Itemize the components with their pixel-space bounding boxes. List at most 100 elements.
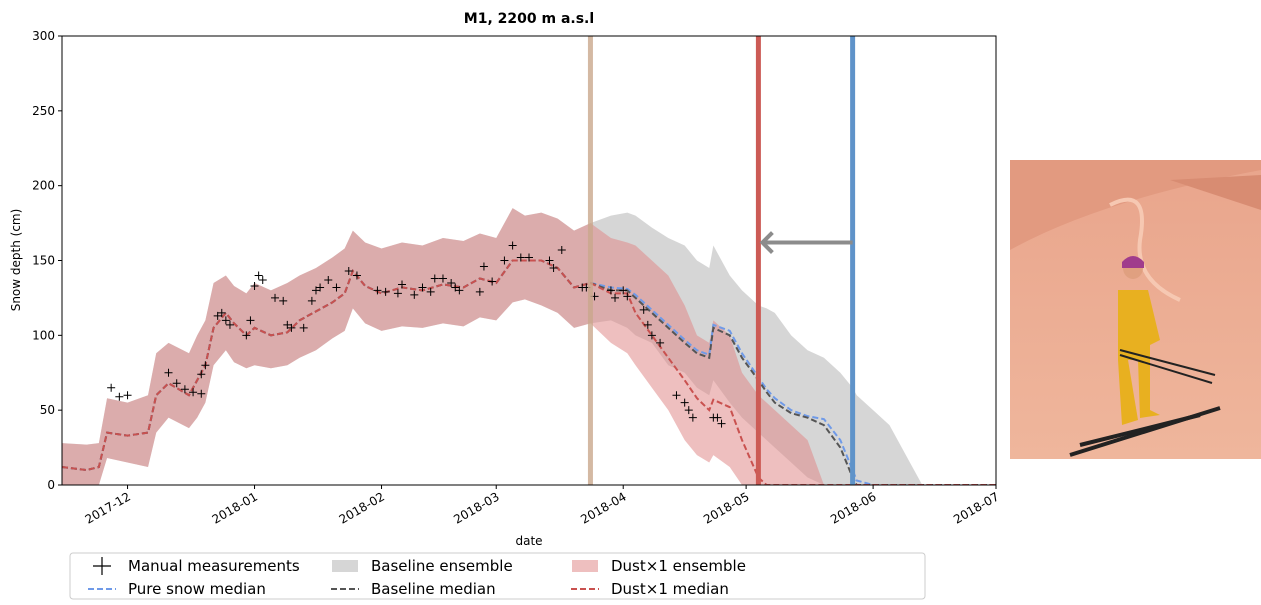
- measurement-marker: [611, 293, 620, 302]
- measurement-marker: [107, 383, 116, 392]
- measurement-marker: [283, 320, 292, 329]
- measurement-marker: [254, 271, 263, 280]
- y-tick-label: 0: [47, 478, 55, 492]
- measurement-marker: [352, 271, 361, 280]
- legend-label: Baseline median: [371, 580, 496, 598]
- measurement-marker: [250, 281, 259, 290]
- measurement-marker: [164, 368, 173, 377]
- measurement-marker: [508, 241, 517, 250]
- y-axis-label: Snow depth (cm): [9, 209, 23, 312]
- measurement-marker: [271, 293, 280, 302]
- ensemble-band: [62, 208, 996, 485]
- measurement-marker: [713, 413, 722, 422]
- plot-area: 0 50 100 150 200 250 300 2017-12 2018-01 2018-02 2…: [32, 29, 1001, 527]
- measurement-marker: [299, 323, 308, 332]
- x-tick-label: 2018-02: [337, 489, 387, 526]
- measurement-marker: [639, 305, 648, 314]
- measurement-marker: [488, 277, 497, 286]
- legend-marker: [93, 557, 111, 575]
- measurement-marker: [307, 296, 316, 305]
- x-tick-label: 2018-04: [578, 489, 628, 526]
- measurement-marker: [197, 389, 206, 398]
- measurement-marker: [647, 331, 656, 340]
- measurement-marker: [688, 413, 697, 422]
- measurement-marker: [643, 320, 652, 329]
- y-tick-label: 200: [32, 179, 55, 193]
- y-tick-label: 150: [32, 254, 55, 268]
- x-tick-label: 2018-05: [701, 489, 751, 526]
- legend-label: Pure snow median: [128, 580, 266, 598]
- measurement-marker: [180, 385, 189, 394]
- x-tick-label: 2018-01: [210, 489, 260, 526]
- y-tick-label: 300: [32, 29, 55, 43]
- measurement-marker: [438, 274, 447, 283]
- x-tick-label: 2018-07: [951, 489, 1001, 526]
- measurement-marker: [324, 275, 333, 284]
- measurement-marker: [479, 262, 488, 271]
- measurement-marker: [525, 253, 533, 262]
- measurement-marker: [475, 287, 484, 296]
- measurement-marker: [410, 290, 419, 299]
- measurement-marker: [672, 391, 681, 400]
- measurement-marker: [447, 278, 456, 287]
- measurement-marker: [426, 287, 435, 296]
- y-tick-label: 100: [32, 328, 55, 342]
- measurement-marker: [545, 256, 554, 265]
- measurement-marker: [213, 311, 222, 320]
- measurement-marker: [619, 286, 628, 295]
- measurement-marker: [311, 286, 320, 295]
- measurement-marker: [455, 286, 464, 295]
- measurement-marker: [115, 392, 124, 401]
- legend-swatch: [572, 560, 598, 572]
- measurement-marker: [398, 280, 407, 289]
- legend-swatch: [332, 560, 358, 572]
- chart-title: M1, 2200 m a.s.l: [464, 11, 594, 27]
- measurement-marker: [172, 379, 181, 388]
- measurement-marker: [221, 316, 230, 325]
- measurement-marker: [680, 398, 689, 407]
- measurement-marker: [549, 263, 558, 272]
- photo: [1010, 160, 1261, 459]
- measurement-marker: [418, 283, 427, 292]
- measurement-marker: [516, 253, 525, 262]
- legend: Manual measurements Pure snow median Basel…: [69, 552, 926, 600]
- x-tick-label: 2017-12: [83, 489, 133, 526]
- measurement-marker: [623, 292, 632, 301]
- legend-label: Baseline ensemble: [371, 557, 513, 575]
- measurement-marker: [381, 287, 390, 296]
- legend-label: Manual measurements: [128, 557, 300, 575]
- x-tick-label: 2018-06: [828, 489, 878, 526]
- measurement-marker: [717, 419, 726, 428]
- legend-frame: [69, 552, 926, 600]
- measurement-marker: [344, 266, 353, 275]
- legend-label: Dust×1 median: [611, 580, 729, 598]
- y-tick-label: 250: [32, 104, 55, 118]
- x-axis-label: date: [515, 534, 542, 548]
- measurement-marker: [189, 388, 198, 397]
- measurement-marker: [197, 370, 206, 379]
- measurement-marker: [225, 320, 234, 329]
- series-layer: [62, 36, 996, 485]
- measurement-marker: [316, 283, 325, 292]
- median-line: [62, 259, 996, 485]
- measurement-marker: [258, 275, 267, 284]
- measurement-marker: [684, 406, 693, 415]
- measurement-marker: [430, 274, 439, 283]
- y-tick-label: 50: [40, 403, 55, 417]
- arrow: [759, 231, 853, 254]
- measurement-marker: [393, 289, 402, 298]
- measurement-marker: [123, 391, 132, 400]
- measurement-marker: [287, 323, 296, 332]
- measurement-marker: [279, 296, 288, 305]
- x-tick-label: 2018-03: [451, 489, 501, 526]
- legend-label: Dust×1 ensemble: [611, 557, 746, 575]
- measurement-marker: [656, 338, 665, 347]
- measurement-marker: [246, 316, 255, 325]
- measurement-marker: [332, 283, 341, 292]
- measurement-marker: [201, 361, 210, 370]
- measurement-marker: [500, 256, 509, 265]
- measurement-marker: [242, 331, 251, 340]
- measurement-marker: [217, 308, 226, 317]
